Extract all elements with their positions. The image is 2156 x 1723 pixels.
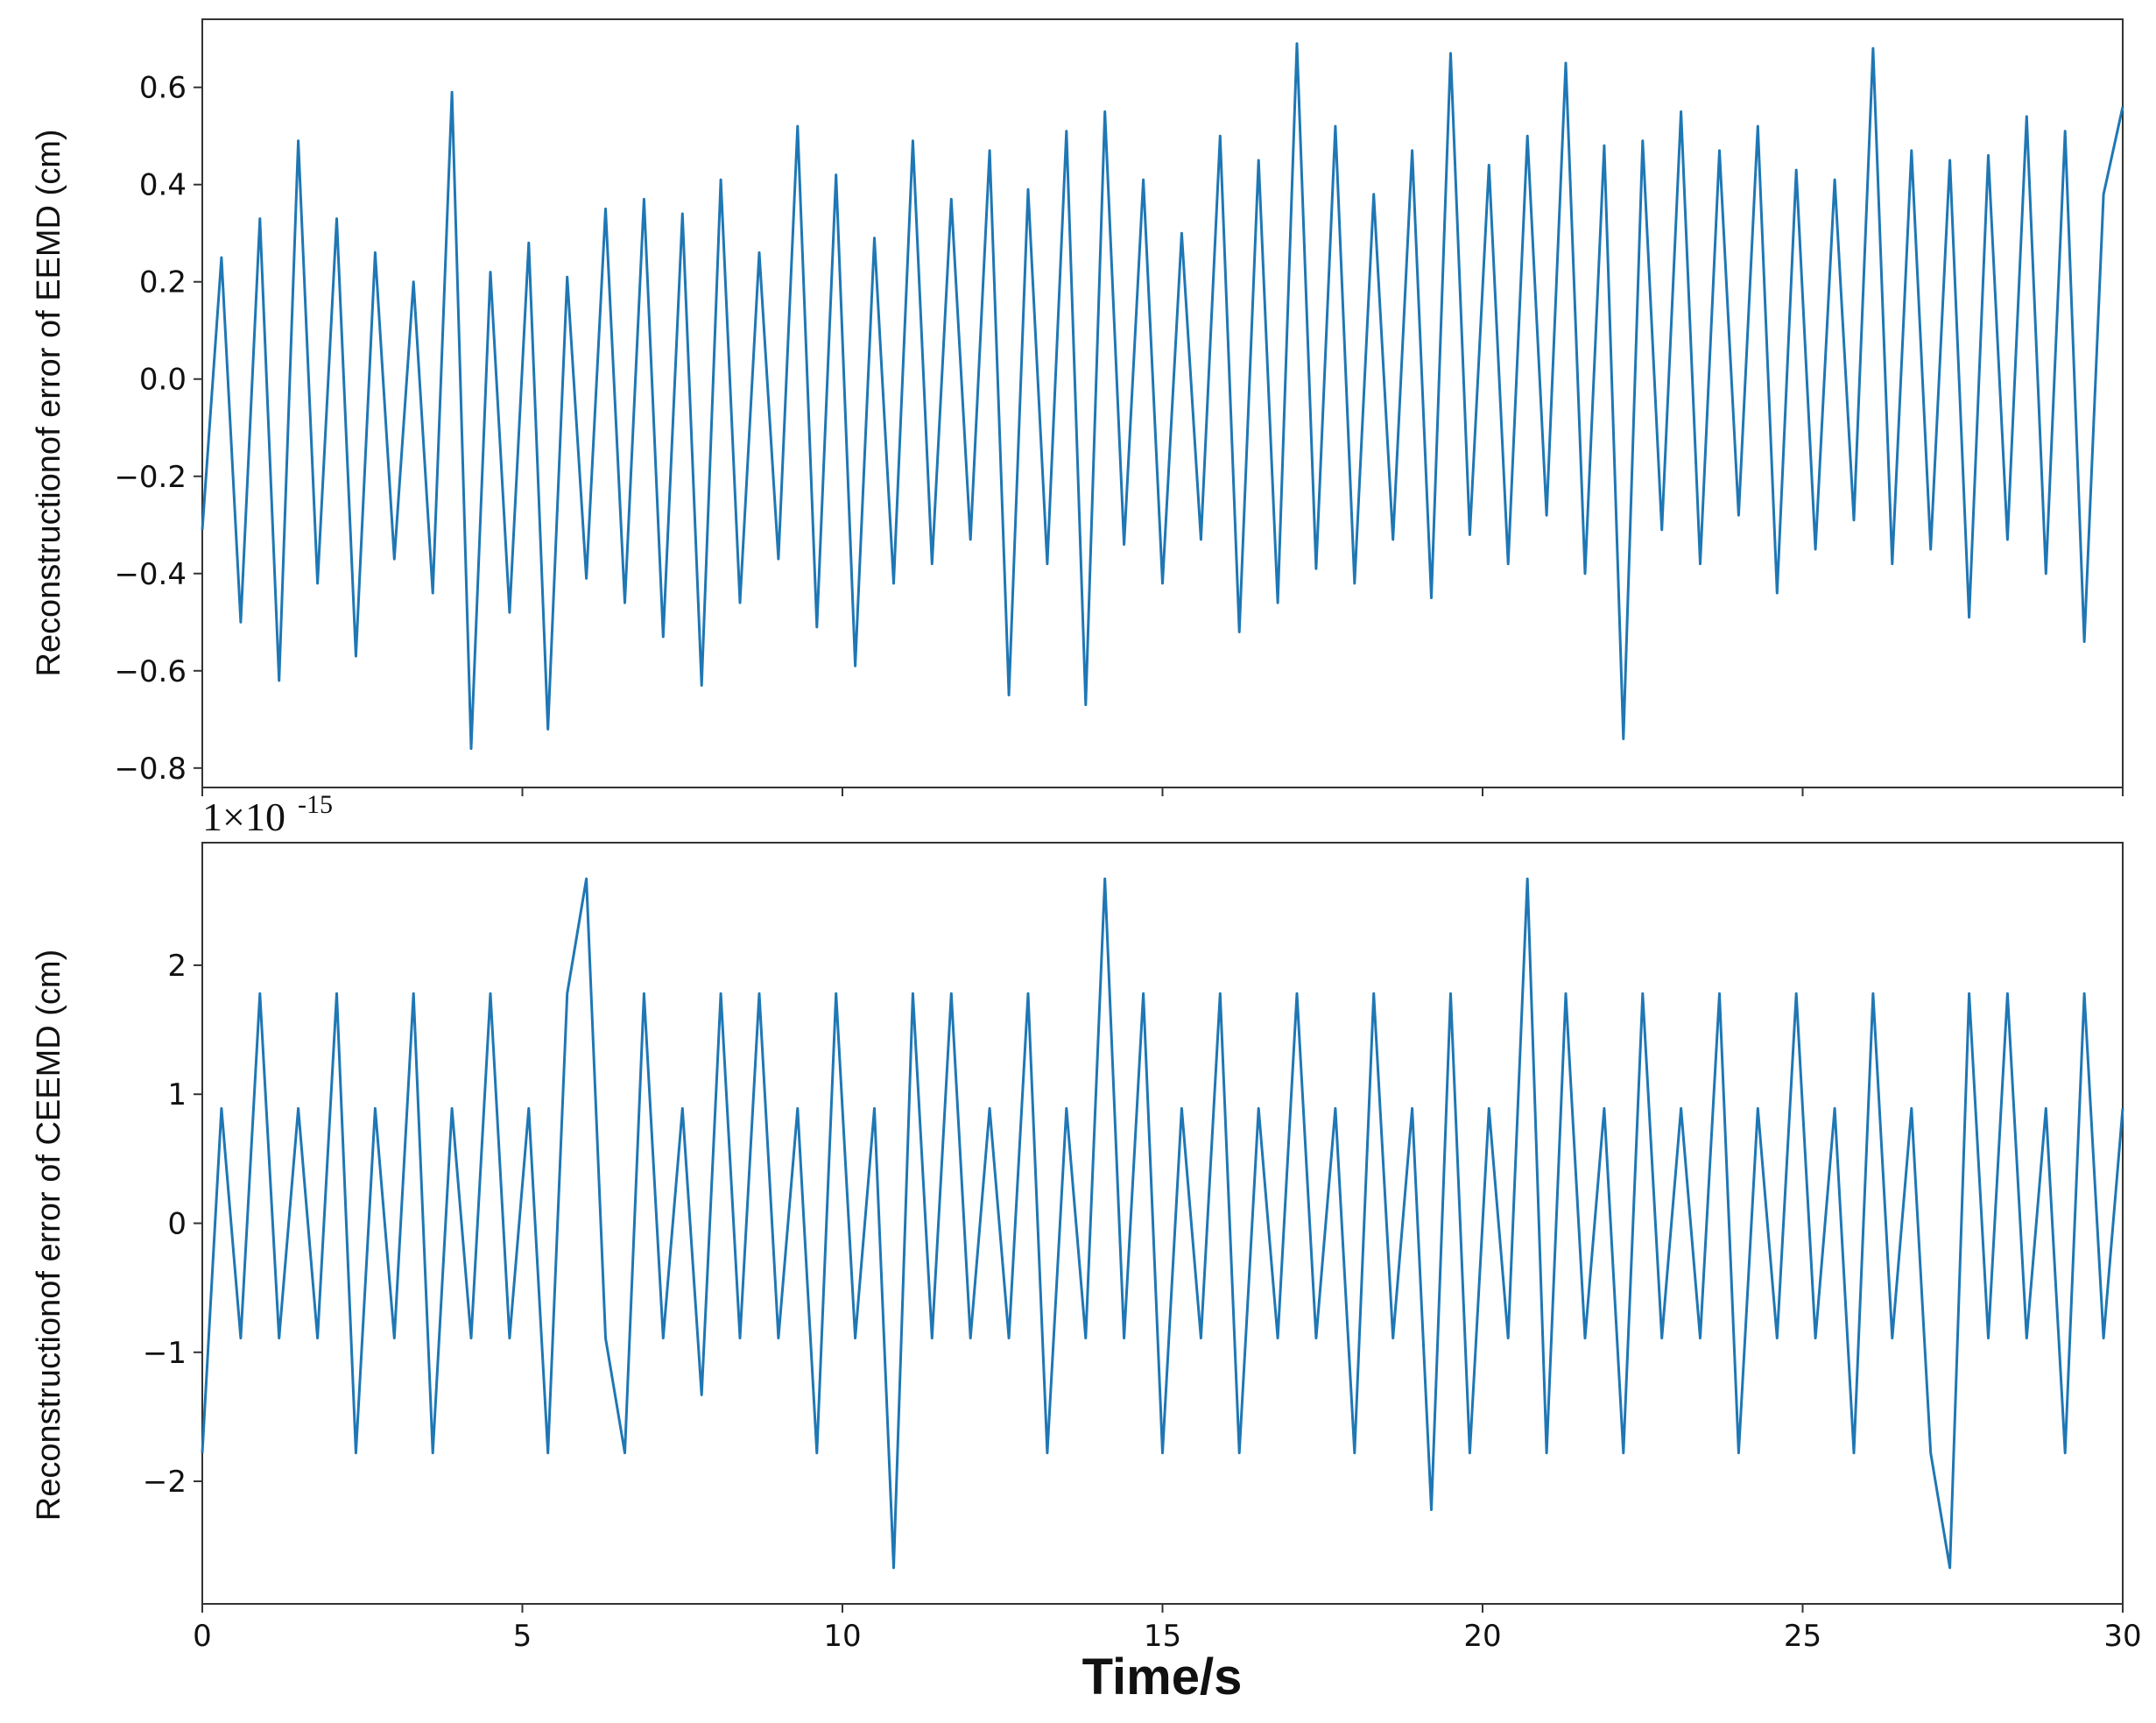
x-axis-label: Time/s — [1082, 1649, 1243, 1705]
bottom-offset-exponent: -15 — [298, 790, 333, 819]
top-y-tick-label: −0.4 — [114, 557, 187, 592]
top-y-tick-label: 0.4 — [139, 168, 187, 203]
top-y-tick-label: −0.8 — [114, 752, 187, 787]
bottom-x-tick-label: 10 — [823, 1619, 861, 1654]
bottom-y-tick-label: 1 — [167, 1077, 187, 1112]
top-y-tick-label: −0.2 — [114, 460, 187, 495]
top-series-line — [201, 42, 2124, 751]
top-panel: −0.8 −0.6 −0.4 −0.2 0.0 0.2 0.4 0.6 Reconstruct… — [31, 18, 2124, 796]
top-series-eemd — [201, 42, 2124, 751]
bottom-offset-text: 1×10 — [202, 794, 285, 839]
bottom-series-ceemd — [201, 877, 2124, 1570]
bottom-x-tick-label: 20 — [1463, 1619, 1501, 1654]
top-plot-frame — [201, 18, 2124, 788]
top-x-ticks — [201, 787, 2124, 796]
bottom-plot-frame — [201, 842, 2124, 1605]
bottom-y-tick-label: −2 — [143, 1465, 187, 1500]
bottom-panel: 1×10 -15 −2 −1 0 1 2 0 5 10 15 20 25 30 Reconstruc… — [31, 790, 2142, 1705]
bottom-x-tick-label: 0 — [193, 1619, 212, 1654]
top-y-ticks: −0.8 −0.6 −0.4 −0.2 0.0 0.2 0.4 0.6 — [114, 71, 202, 787]
bottom-y-ticks: −2 −1 0 1 2 — [143, 949, 202, 1500]
bottom-x-ticks: 0 5 10 15 20 25 30 — [193, 1604, 2142, 1654]
top-y-tick-label: −0.6 — [114, 654, 187, 689]
bottom-series-line — [201, 877, 2124, 1570]
bottom-x-tick-label: 30 — [2103, 1619, 2141, 1654]
top-y-tick-label: 0.6 — [139, 71, 187, 106]
bottom-x-tick-label: 5 — [513, 1619, 532, 1654]
bottom-y-axis-label: Reconstructionof error of CEEMD (cm) — [31, 950, 67, 1522]
bottom-x-tick-label: 15 — [1144, 1619, 1181, 1654]
top-y-axis-label: Reconstructionof error of EEMD (cm) — [31, 129, 67, 676]
bottom-y-tick-label: −1 — [143, 1336, 187, 1371]
bottom-y-tick-label: 0 — [167, 1207, 187, 1242]
bottom-y-tick-label: 2 — [167, 949, 187, 984]
bottom-x-tick-label: 25 — [1784, 1619, 1821, 1654]
top-y-tick-label: 0.0 — [139, 363, 187, 398]
top-y-tick-label: 0.2 — [139, 265, 187, 300]
